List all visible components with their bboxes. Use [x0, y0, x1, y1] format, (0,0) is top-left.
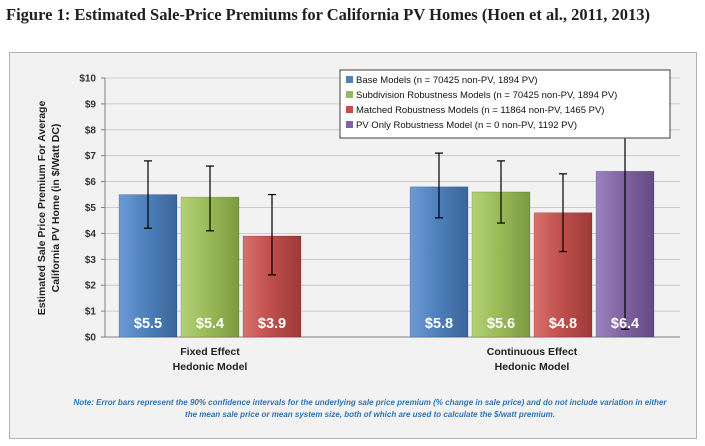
data-labels: $5.5 $5.4 $3.9 $5.8 $5.6 $4.8 $6.4 [134, 316, 639, 332]
y-tick-label: $5 [85, 203, 97, 214]
y-tick-label: $2 [85, 281, 97, 292]
bar-value-label: $6.4 [611, 316, 639, 332]
x-group-label-line: Continuous Effect [487, 346, 578, 358]
legend-box [339, 69, 671, 139]
chart-note: Note: Error bars represent the 90% confi… [73, 398, 667, 419]
y-tick-label: $4 [85, 229, 97, 240]
y-tick-label: $8 [85, 125, 97, 136]
legend-label: Subdivision Robustness Models (n = 70425… [356, 90, 617, 101]
axes: $0 $1 $2 $3 $4 $5 $6 $7 $8 $9 $10 Estimated Sale Pr… [36, 74, 680, 373]
x-group-label-line: Fixed Effect [180, 346, 240, 358]
y-tick-label: $3 [85, 255, 97, 266]
bar-value-label: $3.9 [258, 316, 286, 332]
legend-swatch [346, 121, 353, 128]
legend-swatch [346, 91, 353, 98]
legend-swatch [346, 76, 353, 83]
y-axis-title: Estimated Sale Price Premium For Average… [36, 101, 62, 316]
figure-title: Figure 1: Estimated Sale-Price Premiums … [6, 5, 651, 24]
legend-label: Matched Robustness Models (n = 11864 non… [356, 105, 604, 116]
y-tick-label: $7 [85, 151, 97, 162]
y-axis-title-line: Estimated Sale Price Premium For Average [36, 101, 48, 316]
y-tick-label: $6 [85, 177, 97, 188]
x-group-label: Continuous Effect Hedonic Model [487, 346, 578, 373]
y-tick-label: $0 [85, 333, 97, 344]
bar-value-label: $5.6 [487, 316, 515, 332]
x-group-label-line: Hedonic Model [173, 361, 248, 373]
x-group-label-line: Hedonic Model [495, 361, 570, 373]
y-tick-label: $10 [79, 74, 96, 85]
bar-value-label: $5.4 [196, 316, 224, 332]
legend: Base Models (n = 70425 non-PV, 1894 PV) S… [339, 69, 671, 139]
legend-swatch [346, 106, 353, 113]
bar-value-label: $4.8 [549, 316, 577, 332]
bars [118, 170, 655, 338]
x-group-label: Fixed Effect Hedonic Model [173, 346, 248, 373]
legend-label: Base Models (n = 70425 non-PV, 1894 PV) [356, 75, 538, 86]
y-tick-label: $1 [85, 307, 97, 318]
bar-value-label: $5.5 [134, 316, 162, 332]
y-axis-title-line: California PV Home (in $/Watt DC) [50, 124, 62, 293]
bar-value-label: $5.8 [425, 316, 453, 332]
legend-label: PV Only Robustness Model (n = 0 non-PV, … [356, 120, 577, 131]
y-tick-label: $9 [85, 99, 97, 110]
